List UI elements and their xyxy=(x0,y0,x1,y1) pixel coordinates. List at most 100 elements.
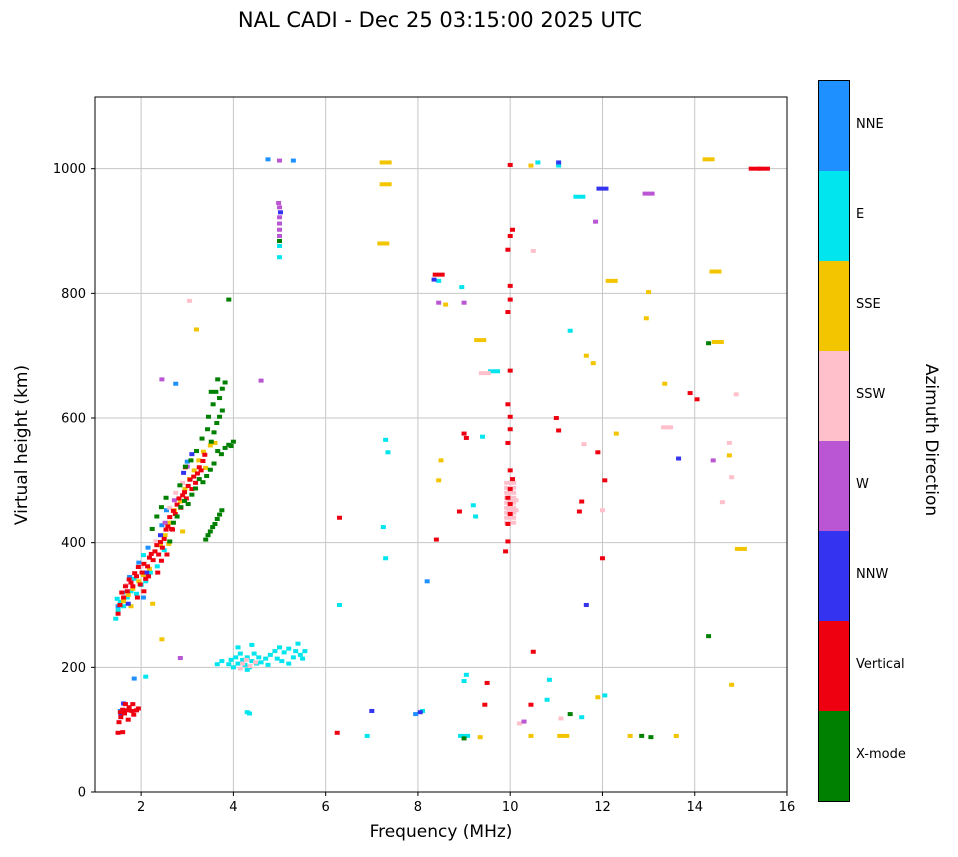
data-point-SSE xyxy=(177,499,183,504)
data-point-Vertical xyxy=(158,558,164,563)
data-point-E xyxy=(458,733,471,738)
data-point-E xyxy=(295,641,301,646)
data-point-X-mode xyxy=(199,436,205,441)
data-point-SSE xyxy=(702,157,715,162)
data-point-Vertical xyxy=(164,552,170,557)
data-point-X-mode xyxy=(177,483,183,488)
data-point-E xyxy=(117,599,123,604)
data-point-Vertical xyxy=(432,272,445,277)
data-point-NNW xyxy=(189,452,195,457)
data-point-E xyxy=(535,160,541,165)
data-point-Vertical xyxy=(505,310,511,315)
data-point-NNW xyxy=(369,708,375,713)
data-point-SSE xyxy=(191,468,197,473)
data-point-W xyxy=(710,458,716,463)
data-point-E xyxy=(214,662,220,667)
data-point-SSW xyxy=(733,392,739,397)
data-point-Vertical xyxy=(129,708,135,713)
data-point-SSE xyxy=(203,465,209,470)
data-point-X-mode xyxy=(210,525,216,530)
data-point-X-mode xyxy=(219,408,225,413)
data-point-Vertical xyxy=(174,502,180,507)
data-point-SSE xyxy=(379,182,392,187)
data-point-Vertical xyxy=(507,512,513,516)
data-point-X-mode xyxy=(207,467,213,472)
data-point-E xyxy=(544,697,550,702)
data-point-E xyxy=(124,595,130,600)
data-point-E xyxy=(277,255,283,260)
data-point-X-mode xyxy=(461,736,467,741)
data-point-Vertical xyxy=(200,459,206,464)
data-point-X-mode xyxy=(170,520,176,525)
data-point-Vertical xyxy=(146,574,152,579)
data-point-SSW xyxy=(504,515,517,520)
data-point-X-mode xyxy=(163,495,169,500)
data-point-E xyxy=(470,503,476,508)
data-point-Vertical xyxy=(694,397,700,402)
data-point-NNW xyxy=(596,186,609,191)
data-point-Vertical xyxy=(165,524,171,529)
data-point-Vertical xyxy=(196,465,202,470)
data-point-Vertical xyxy=(599,556,605,561)
data-point-NNW xyxy=(277,210,283,215)
data-point-Vertical xyxy=(180,493,186,498)
data-point-Vertical xyxy=(507,368,513,373)
data-point-E xyxy=(114,596,120,601)
data-point-NNW xyxy=(417,710,423,715)
data-point-SSE xyxy=(125,593,131,598)
data-point-Vertical xyxy=(154,543,160,548)
data-point-E xyxy=(277,645,283,650)
data-point-NNE xyxy=(127,574,133,579)
data-point-SSE xyxy=(709,269,722,274)
data-point-E xyxy=(300,656,306,661)
data-point-Vertical xyxy=(125,717,131,722)
colorbar-segment-X-mode xyxy=(819,711,849,801)
data-point-Vertical xyxy=(579,499,585,504)
data-point-E xyxy=(480,434,486,439)
data-point-SSE xyxy=(726,453,732,458)
data-point-Vertical xyxy=(155,570,161,575)
data-point-Vertical xyxy=(505,247,511,252)
data-point-Vertical xyxy=(163,527,169,532)
data-point-X-mode xyxy=(193,486,199,491)
data-point-Vertical xyxy=(132,571,138,576)
colorbar-title: Azimuth Direction xyxy=(921,363,941,517)
data-point-W xyxy=(593,219,599,224)
data-point-Vertical xyxy=(530,649,536,654)
chart-title: NAL CADI - Dec 25 03:15:00 2025 UTC xyxy=(237,8,643,32)
colorbar-label-E: E xyxy=(856,207,865,222)
data-point-X-mode xyxy=(207,529,213,534)
data-point-Vertical xyxy=(141,561,147,566)
data-point-SSW xyxy=(253,660,259,665)
data-point-Vertical xyxy=(119,590,125,595)
data-point-NNE xyxy=(265,157,271,162)
data-point-Vertical xyxy=(158,540,164,545)
data-point-E xyxy=(228,657,234,662)
data-point-E xyxy=(113,616,119,621)
data-point-SSE xyxy=(590,361,596,366)
data-point-Vertical xyxy=(135,564,141,569)
data-point-X-mode xyxy=(215,377,221,382)
data-point-SSE xyxy=(212,440,218,445)
colorbar-label-NNE: NNE xyxy=(856,117,884,132)
data-point-Vertical xyxy=(191,474,197,479)
data-point-X-mode xyxy=(204,473,210,478)
colorbar-segment-NNE xyxy=(819,81,849,171)
data-point-E xyxy=(385,450,391,455)
data-point-Vertical xyxy=(553,416,559,421)
data-point-E xyxy=(293,649,299,654)
data-point-X-mode xyxy=(196,477,202,482)
data-point-SSE xyxy=(662,381,668,386)
data-point-E xyxy=(131,576,137,581)
data-point-NNE xyxy=(424,579,430,584)
data-point-W xyxy=(521,719,527,724)
x-tick-label: 6 xyxy=(322,800,330,815)
data-point-SSW xyxy=(506,508,519,513)
y-tick-label: 800 xyxy=(61,287,86,302)
data-point-SSW xyxy=(138,564,144,569)
data-point-X-mode xyxy=(149,526,155,531)
data-point-Vertical xyxy=(121,595,127,600)
data-point-Vertical xyxy=(337,515,343,520)
data-point-W xyxy=(461,300,467,305)
